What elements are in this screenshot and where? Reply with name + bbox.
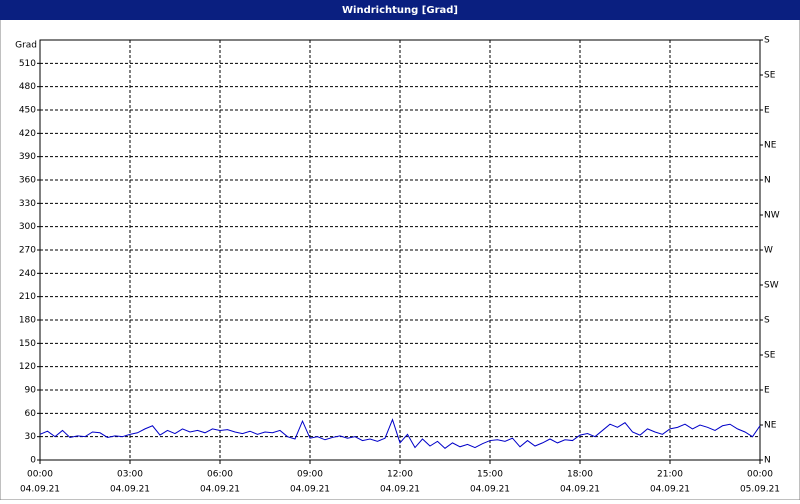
y2-tick-label: S xyxy=(764,316,770,326)
y-tick-label: 210 xyxy=(19,292,36,302)
y-tick-label: 240 xyxy=(19,269,36,279)
y-tick-label: 450 xyxy=(19,106,36,116)
x-tick-label: 06:00 xyxy=(207,470,233,480)
data-line xyxy=(39,418,761,449)
chart-title: Windrichtung [Grad] xyxy=(342,5,458,16)
y2-tick-label: NE xyxy=(764,421,777,431)
x-tick-label: 09:00 xyxy=(297,470,323,480)
y2-tick-label: NW xyxy=(764,211,780,221)
y2-tick-label: E xyxy=(764,106,770,116)
x-tick-label: 00:00 xyxy=(747,470,773,480)
y-tick-label: 30 xyxy=(25,432,37,442)
x-tick-date: 04.09.21 xyxy=(470,485,510,495)
x-tick-label: 12:00 xyxy=(387,470,413,480)
y-axis-label: Grad xyxy=(15,41,37,51)
y-tick-label: 150 xyxy=(19,339,36,349)
y2-tick-label: N xyxy=(764,176,771,186)
x-tick-date: 04.09.21 xyxy=(560,485,600,495)
y2-tick-label: SE xyxy=(764,71,776,81)
y-tick-label: 120 xyxy=(19,362,36,372)
y2-tick-label: S xyxy=(764,36,770,46)
x-tick-date: 04.09.21 xyxy=(20,485,60,495)
x-tick-label: 18:00 xyxy=(567,470,593,480)
y2-tick-label: N xyxy=(764,456,771,466)
y-tick-label: 0 xyxy=(30,456,36,466)
x-tick-label: 21:00 xyxy=(657,470,683,480)
y-tick-label: 510 xyxy=(19,59,36,69)
y-tick-label: 60 xyxy=(25,409,37,419)
y-tick-label: 300 xyxy=(19,222,36,232)
y2-tick-label: W xyxy=(764,246,773,256)
x-tick-label: 00:00 xyxy=(27,470,53,480)
y-tick-label: 270 xyxy=(19,246,36,256)
x-tick-label: 03:00 xyxy=(117,470,143,480)
y2-tick-label: E xyxy=(764,386,770,396)
x-tick-date: 04.09.21 xyxy=(290,485,330,495)
x-tick-date: 04.09.21 xyxy=(380,485,420,495)
y2-tick-label: SE xyxy=(764,351,776,361)
x-tick-date: 04.09.21 xyxy=(650,485,690,495)
y-tick-label: 420 xyxy=(19,129,36,139)
plot-border xyxy=(39,39,761,461)
y-tick-label: 330 xyxy=(19,199,36,209)
x-tick-date: 04.09.21 xyxy=(110,485,150,495)
x-tick-label: 15:00 xyxy=(477,470,503,480)
x-tick-date: 05.09.21 xyxy=(740,485,780,495)
y-tick-label: 480 xyxy=(19,82,36,92)
y2-tick-label: NE xyxy=(764,141,777,151)
title-bar xyxy=(0,0,800,20)
y-tick-label: 360 xyxy=(19,176,36,186)
y-tick-label: 180 xyxy=(19,316,36,326)
y-tick-label: 90 xyxy=(25,386,37,396)
y2-tick-label: SW xyxy=(764,281,779,291)
x-tick-date: 04.09.21 xyxy=(200,485,240,495)
y-tick-label: 390 xyxy=(19,152,36,162)
